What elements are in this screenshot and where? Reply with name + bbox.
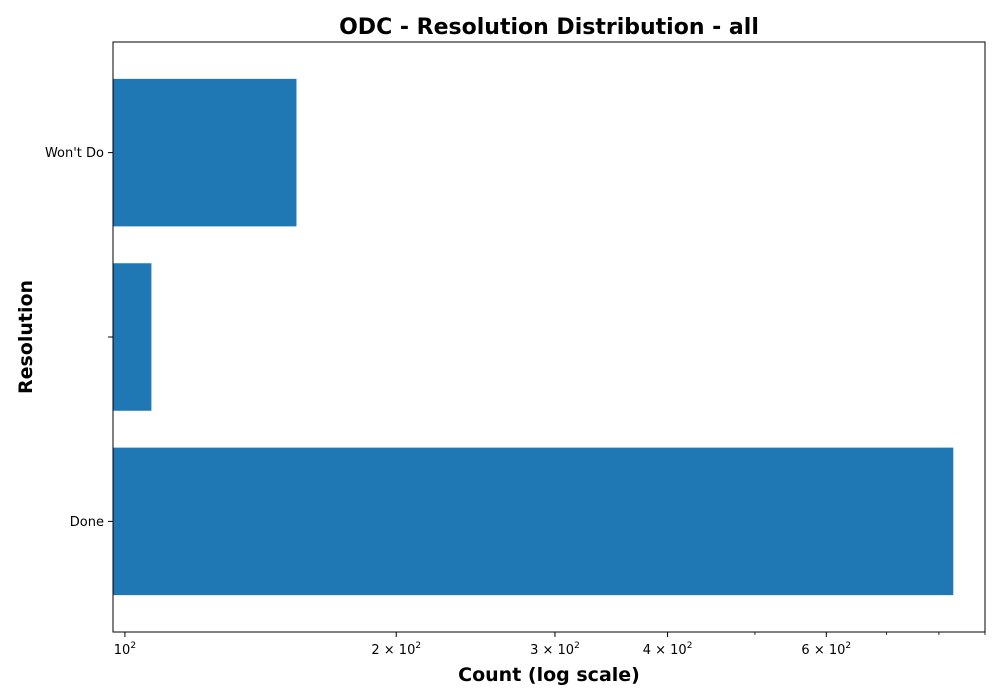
x-ticks-group: 102 2 × 102 3 × 102 4 × 102 6 × 102	[114, 632, 986, 658]
y-axis-label: Resolution	[15, 280, 37, 394]
x-axis-label: Count (log scale)	[458, 664, 640, 686]
x-tick-label-3: 4 × 102	[643, 641, 693, 658]
bar-1	[113, 263, 152, 411]
y-tick-label-0: Done	[70, 515, 104, 530]
x-tick-label-0: 102	[114, 641, 136, 658]
y-ticks-group: Done Won't Do	[45, 146, 113, 530]
plot-frame	[112, 41, 986, 633]
bar-2	[113, 78, 297, 227]
x-tick-label-1: 2 × 102	[371, 641, 421, 658]
bar-0	[113, 447, 954, 596]
y-tick-label-2: Won't Do	[45, 146, 104, 161]
chart-title: ODC - Resolution Distribution - all	[339, 15, 759, 40]
x-tick-label-4: 6 × 102	[801, 641, 851, 658]
x-tick-label-2: 3 × 102	[530, 641, 580, 658]
bars-group	[113, 78, 954, 596]
